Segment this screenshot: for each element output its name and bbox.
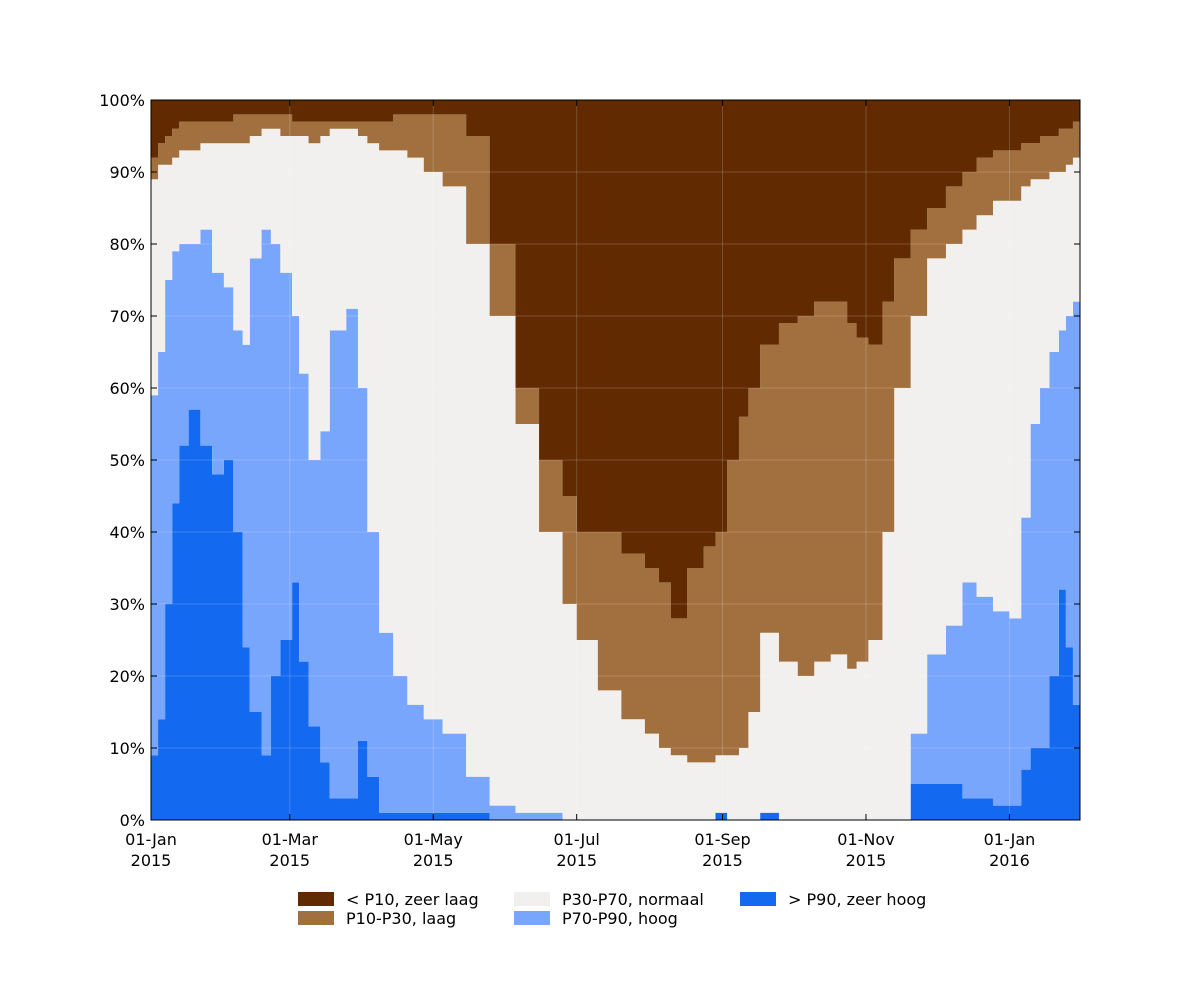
legend-swatch-normaal bbox=[514, 892, 550, 906]
y-tick-label: 100% bbox=[99, 91, 145, 110]
y-tick-label: 50% bbox=[109, 451, 145, 470]
area-series-hoog bbox=[151, 229, 1080, 821]
x-tick-label: 2015 bbox=[702, 851, 743, 870]
y-tick-label: 90% bbox=[109, 163, 145, 182]
legend-label-laag: P10-P30, laag bbox=[346, 908, 457, 928]
legend-swatch-hoog bbox=[514, 911, 550, 925]
legend-item-zeer-hoog: > P90, zeer hoog bbox=[740, 889, 926, 909]
x-tick-label: 01-May bbox=[404, 830, 463, 849]
x-tick-label: 2015 bbox=[556, 851, 597, 870]
legend-swatch-zeer-hoog bbox=[740, 892, 776, 906]
y-tick-label: 60% bbox=[109, 379, 145, 398]
x-tick-label: 2015 bbox=[413, 851, 454, 870]
y-tick-label: 0% bbox=[120, 811, 145, 830]
x-tick-label: 01-Jan bbox=[125, 830, 177, 849]
y-tick-label: 70% bbox=[109, 307, 145, 326]
legend-label-hoog: P70-P90, hoog bbox=[562, 908, 678, 928]
legend-swatch-zeer-laag bbox=[298, 892, 334, 906]
x-tick-label: 01-Sep bbox=[694, 830, 750, 849]
legend-label-normaal: P30-P70, normaal bbox=[562, 889, 704, 909]
x-tick-label: 01-Mar bbox=[262, 830, 319, 849]
legend-swatch-laag bbox=[298, 911, 334, 925]
y-tick-label: 80% bbox=[109, 235, 145, 254]
axis-ticks: 0% 10% 20% 30% 40% 50% 60% 70% 80% 90% 100% 01-Jan 2… bbox=[99, 91, 1080, 870]
x-tick-label: 01-Nov bbox=[837, 830, 894, 849]
x-tick-label: 01-Jul bbox=[554, 830, 600, 849]
legend-label-zeer-hoog: > P90, zeer hoog bbox=[788, 889, 927, 909]
y-tick-label: 30% bbox=[109, 595, 145, 614]
area-series-laag bbox=[151, 114, 1080, 763]
legend: < P10, zeer laag P10-P30, laag P30-P70, … bbox=[298, 889, 998, 933]
legend-item-zeer-laag: < P10, zeer laag bbox=[298, 889, 479, 909]
x-tick-label: 2015 bbox=[269, 851, 310, 870]
y-tick-label: 20% bbox=[109, 667, 145, 686]
area-series-normaal bbox=[151, 128, 1080, 821]
legend-item-hoog: P70-P90, hoog bbox=[514, 908, 678, 928]
x-tick-label: 01-Jan bbox=[984, 830, 1036, 849]
y-tick-label: 10% bbox=[109, 739, 145, 758]
x-tick-label: 2015 bbox=[846, 851, 887, 870]
y-tick-label: 40% bbox=[109, 523, 145, 542]
plot-area bbox=[151, 100, 1080, 821]
area-series-zeer-laag bbox=[151, 100, 1080, 619]
x-tick-label: 2015 bbox=[131, 851, 172, 870]
x-tick-label: 2016 bbox=[989, 851, 1030, 870]
legend-item-laag: P10-P30, laag bbox=[298, 908, 456, 928]
legend-label-zeer-laag: < P10, zeer laag bbox=[346, 889, 479, 909]
area-series-zeer-hoog bbox=[151, 409, 1080, 820]
legend-item-normaal: P30-P70, normaal bbox=[514, 889, 704, 909]
